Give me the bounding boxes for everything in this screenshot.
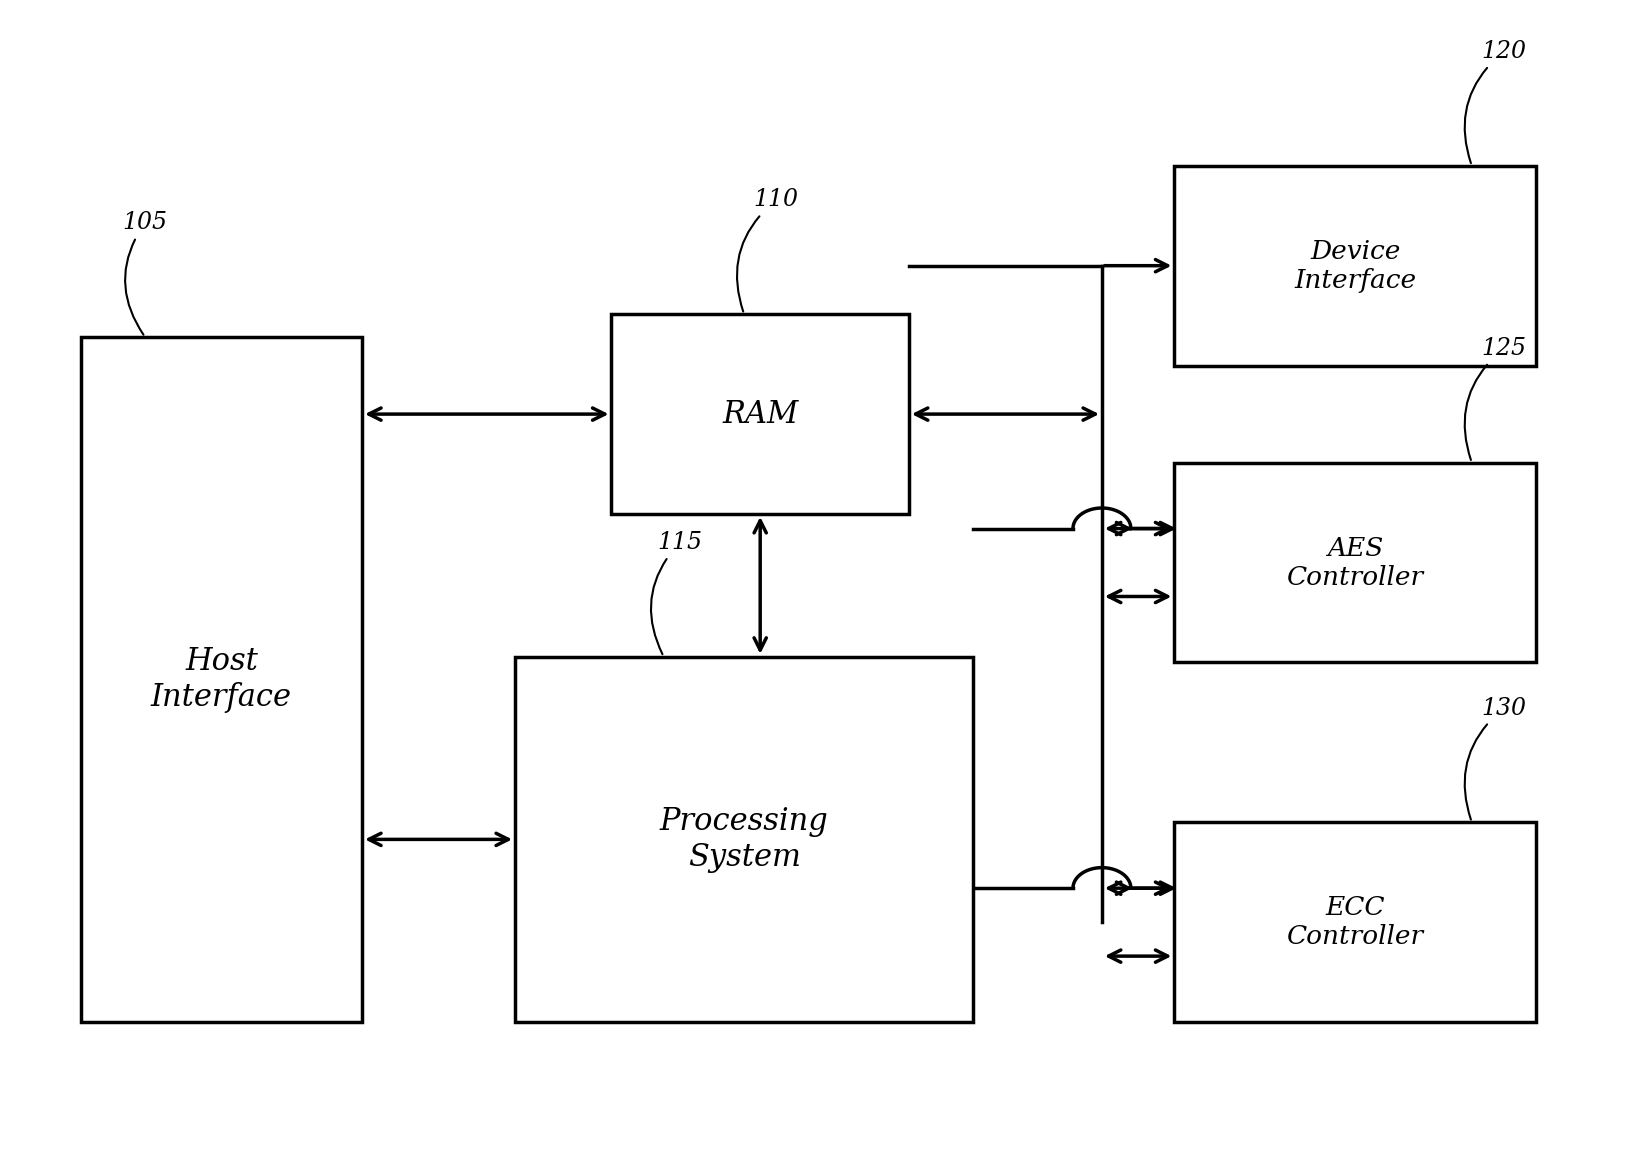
- Bar: [1175, 463, 1536, 663]
- Text: AES
Controller: AES Controller: [1287, 536, 1424, 589]
- Text: Host
Interface: Host Interface: [151, 647, 292, 713]
- Text: RAM: RAM: [722, 398, 798, 430]
- Text: 115: 115: [651, 531, 702, 655]
- Text: Device
Interface: Device Interface: [1295, 239, 1416, 292]
- Text: ECC
Controller: ECC Controller: [1287, 895, 1424, 949]
- Text: 110: 110: [737, 189, 799, 311]
- Bar: [612, 315, 909, 514]
- Text: 120: 120: [1465, 40, 1526, 163]
- Bar: [1175, 165, 1536, 366]
- Bar: [1175, 822, 1536, 1022]
- Text: 125: 125: [1465, 337, 1526, 460]
- Text: Processing
System: Processing System: [660, 806, 829, 873]
- Text: 130: 130: [1465, 697, 1526, 820]
- Text: 105: 105: [123, 211, 167, 334]
- Bar: [515, 657, 973, 1022]
- Bar: [80, 337, 363, 1022]
